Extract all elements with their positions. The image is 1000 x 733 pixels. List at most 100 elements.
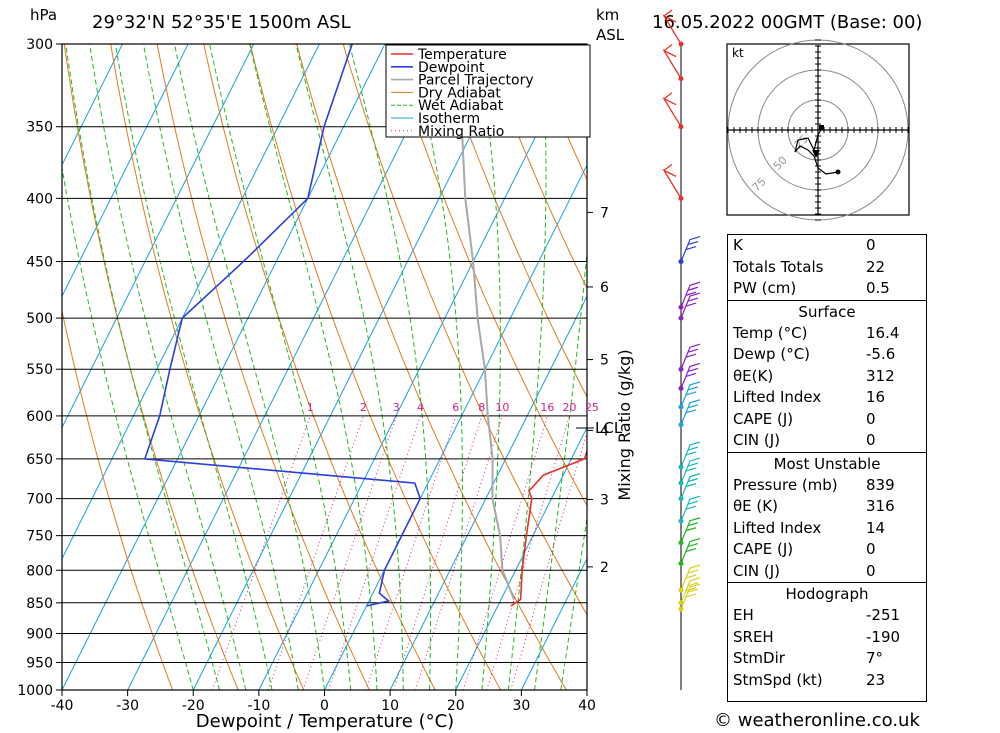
hodograph-trace — [794, 127, 839, 175]
pressure-tick-label: 550 — [26, 362, 53, 378]
index-label: Temp (°C) — [733, 323, 808, 342]
mixing-ratio-line — [267, 415, 364, 690]
x-axis-label: Dewpoint / Temperature (°C) — [196, 711, 454, 732]
general-indices: K 0 Totals Totals 22 PW (cm) 0.5 — [728, 235, 926, 300]
hpa-label: hPa — [30, 6, 57, 24]
height-tick-label: 3 — [600, 492, 609, 508]
legend-label: Temperature — [417, 47, 507, 63]
index-row: Pressure (mb) 839 — [728, 475, 926, 497]
index-label: StmDir — [733, 649, 785, 667]
indices-panel: K 0 Totals Totals 22 PW (cm) 0.5 Surface Temp… — [727, 234, 927, 702]
x-tick-label: -30 — [116, 698, 139, 714]
index-label: Dewp (°C) — [733, 345, 811, 363]
index-row: EH -251 — [728, 605, 926, 627]
mixing-ratio-label: 6 — [452, 401, 459, 414]
pressure-tick-label: 450 — [26, 255, 53, 271]
wet-adiabat-line — [295, 44, 404, 690]
date-title: 16.05.2022 00GMT (Base: 00) — [652, 12, 922, 33]
pressure-tick-label: 350 — [26, 120, 53, 136]
pressure-tick-label: 700 — [26, 492, 53, 508]
parcel-trajectory-line — [460, 44, 516, 600]
legend-label: Dry Adiabat — [418, 85, 501, 101]
x-tick-label: -40 — [51, 698, 74, 714]
index-label: K — [733, 236, 743, 254]
hodograph-origin-marker — [819, 125, 824, 130]
height-tick-label: 4 — [600, 423, 609, 439]
mixing-ratio-label: 20 — [562, 401, 576, 414]
wind-barb — [662, 163, 682, 199]
index-value: 14 — [866, 518, 886, 537]
index-row: StmSpd (kt) 23 — [728, 670, 926, 692]
wind-barb — [680, 399, 701, 426]
isotherm-line — [62, 44, 189, 298]
isotherm-line — [62, 44, 320, 560]
wind-barb — [680, 577, 701, 604]
index-value: 22 — [866, 257, 886, 276]
wind-barb — [680, 292, 701, 319]
hodograph-unit: kt — [732, 46, 744, 60]
isotherm-line — [324, 163, 587, 690]
location-title: 29°32'N 52°35'E 1500m ASL — [92, 12, 351, 33]
wind-barb — [680, 362, 701, 389]
wind-barb — [680, 381, 701, 408]
isotherm-line — [62, 44, 255, 429]
index-value: 839 — [866, 475, 895, 494]
wind-barb — [662, 92, 682, 128]
legend-label: Parcel Trajectory — [418, 73, 534, 89]
mixing-ratio-label: 1 — [307, 401, 314, 414]
x-tick-label: 30 — [512, 698, 530, 714]
x-tick-label: -10 — [247, 698, 270, 714]
x-tick-label: 10 — [381, 698, 399, 714]
mixing-ratio-axis-label: Mixing Ratio (g/kg) — [615, 349, 634, 500]
isotherm-line — [127, 44, 452, 690]
height-tick-label: 2 — [600, 560, 609, 576]
dry-adiabat-line — [994, 44, 1000, 690]
index-value: 312 — [866, 366, 895, 385]
height-tick-label: 7 — [600, 205, 609, 221]
wet-adiabat-line — [410, 44, 463, 690]
index-label: θE(K) — [733, 366, 774, 385]
mixing-ratio-label: 3 — [393, 401, 400, 414]
pressure-tick-label: 850 — [26, 596, 53, 612]
index-label: SREH — [733, 627, 774, 646]
index-label: EH — [733, 606, 754, 624]
wind-barb — [662, 9, 682, 45]
index-row: SREH -190 — [728, 627, 926, 649]
pressure-tick-label: 750 — [26, 529, 53, 545]
most-unstable-indices: Pressure (mb) 839 θE (K) 316 Lifted Index 14 C… — [728, 475, 926, 583]
wet-adiabat-line — [114, 44, 273, 690]
isotherm-line — [62, 44, 386, 690]
dry-adiabat-line — [948, 44, 1000, 690]
mixing-ratio-label: 8 — [478, 401, 485, 414]
index-row: Lifted Index 14 — [728, 518, 926, 540]
wet-adiabat-line — [349, 44, 431, 690]
index-label: StmSpd (kt) — [733, 670, 823, 689]
wind-barb — [680, 495, 701, 522]
hodograph-point — [835, 169, 841, 175]
index-value: -190 — [866, 627, 901, 646]
index-value: 0.5 — [866, 279, 890, 297]
index-row: CIN (J) 0 — [728, 430, 926, 452]
pressure-tick-label: 950 — [26, 655, 53, 671]
index-value: -251 — [866, 606, 901, 624]
pressure-tick-label: 1000 — [17, 683, 53, 699]
index-value: 0 — [866, 236, 876, 254]
asl-label: ASL — [596, 26, 625, 44]
dry-adiabat-line — [482, 44, 587, 290]
wind-barb — [680, 564, 701, 591]
index-row: Temp (°C) 16.4 — [728, 323, 926, 345]
index-row: Totals Totals 22 — [728, 257, 926, 279]
x-tick-label: 0 — [320, 698, 329, 714]
pressure-tick-label: 650 — [26, 452, 53, 468]
index-value: 0 — [866, 561, 876, 580]
dewpoint-line — [143, 44, 422, 607]
index-label: CAPE (J) — [733, 409, 794, 428]
x-tick-label: 40 — [578, 698, 596, 714]
index-row: θE (K) 316 — [728, 496, 926, 518]
mixing-ratio-label: 4 — [417, 401, 424, 414]
pressure-tick-label: 400 — [26, 191, 53, 207]
index-row: CAPE (J) 0 — [728, 539, 926, 561]
legend-label: Wet Adiabat — [418, 98, 504, 114]
